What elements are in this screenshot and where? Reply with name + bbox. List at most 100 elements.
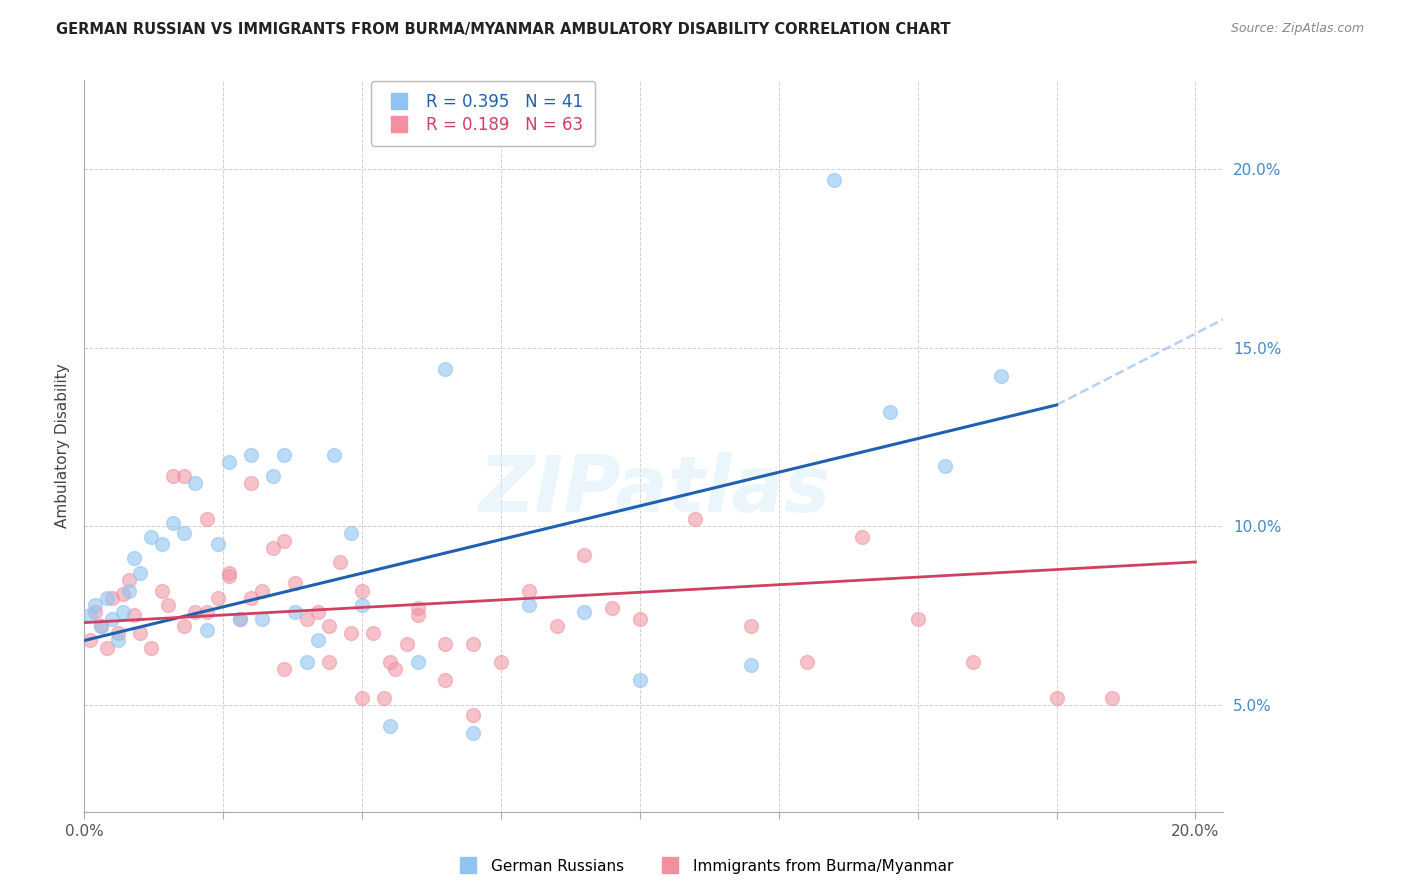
Point <box>124 551 146 566</box>
Point <box>546 619 568 633</box>
Point <box>150 537 173 551</box>
Point <box>207 591 229 605</box>
Point <box>517 598 540 612</box>
Point <box>262 541 284 555</box>
Point <box>173 619 195 633</box>
Point <box>628 673 651 687</box>
Point <box>463 708 485 723</box>
Point <box>250 583 273 598</box>
Point <box>240 448 263 462</box>
Point <box>84 605 107 619</box>
Point <box>574 548 596 562</box>
Point <box>79 633 101 648</box>
Point <box>600 601 623 615</box>
Point <box>250 612 273 626</box>
Text: GERMAN RUSSIAN VS IMMIGRANTS FROM BURMA/MYANMAR AMBULATORY DISABILITY CORRELATIO: GERMAN RUSSIAN VS IMMIGRANTS FROM BURMA/… <box>56 22 950 37</box>
Point <box>84 598 107 612</box>
Point <box>318 655 340 669</box>
Point <box>574 605 596 619</box>
Text: Source: ZipAtlas.com: Source: ZipAtlas.com <box>1230 22 1364 36</box>
Point <box>162 516 184 530</box>
Point <box>823 173 845 187</box>
Point <box>229 612 252 626</box>
Point <box>101 591 124 605</box>
Point <box>273 662 295 676</box>
Point <box>184 476 207 491</box>
Point <box>990 369 1012 384</box>
Point <box>463 637 485 651</box>
Point <box>90 619 112 633</box>
Point <box>361 626 384 640</box>
Point <box>173 469 195 483</box>
Point <box>406 601 429 615</box>
Point <box>434 673 457 687</box>
Point <box>352 583 374 598</box>
Point <box>218 566 240 580</box>
Point <box>156 598 179 612</box>
Point <box>90 619 112 633</box>
Point <box>962 655 984 669</box>
Point <box>851 530 873 544</box>
Point <box>218 569 240 583</box>
Point <box>118 573 141 587</box>
Point <box>307 605 329 619</box>
Point <box>240 476 263 491</box>
Point <box>139 530 162 544</box>
Point <box>517 583 540 598</box>
Point <box>340 526 363 541</box>
Point <box>129 626 152 640</box>
Point <box>384 662 406 676</box>
Point <box>329 555 352 569</box>
Point <box>184 605 207 619</box>
Point <box>434 362 457 376</box>
Point <box>101 612 124 626</box>
Point <box>229 612 252 626</box>
Point <box>195 605 218 619</box>
Point <box>273 448 295 462</box>
Point <box>195 623 218 637</box>
Point <box>406 655 429 669</box>
Point <box>1101 690 1123 705</box>
Point <box>879 405 901 419</box>
Point <box>628 612 651 626</box>
Point <box>173 526 195 541</box>
Point <box>118 583 141 598</box>
Point <box>162 469 184 483</box>
Point <box>907 612 929 626</box>
Point <box>124 608 146 623</box>
Point <box>295 612 318 626</box>
Point <box>240 591 263 605</box>
Point <box>740 619 762 633</box>
Point <box>79 608 101 623</box>
Legend: R = 0.395   N = 41, R = 0.189   N = 63: R = 0.395 N = 41, R = 0.189 N = 63 <box>371 81 595 145</box>
Point <box>740 658 762 673</box>
Point <box>139 640 162 655</box>
Point <box>489 655 512 669</box>
Point <box>112 605 135 619</box>
Point <box>1045 690 1067 705</box>
Point <box>434 637 457 651</box>
Point <box>378 655 401 669</box>
Point <box>352 598 374 612</box>
Point <box>107 633 129 648</box>
Point <box>323 448 346 462</box>
Point <box>340 626 363 640</box>
Point <box>96 640 118 655</box>
Point <box>218 455 240 469</box>
Point <box>378 719 401 733</box>
Point <box>463 726 485 740</box>
Point <box>129 566 152 580</box>
Point <box>96 591 118 605</box>
Point <box>107 626 129 640</box>
Point <box>195 512 218 526</box>
Point <box>685 512 707 526</box>
Point <box>373 690 395 705</box>
Point <box>934 458 956 473</box>
Point <box>273 533 295 548</box>
Point <box>284 576 307 591</box>
Point <box>284 605 307 619</box>
Point <box>796 655 818 669</box>
Point <box>112 587 135 601</box>
Point <box>307 633 329 648</box>
Point <box>318 619 340 633</box>
